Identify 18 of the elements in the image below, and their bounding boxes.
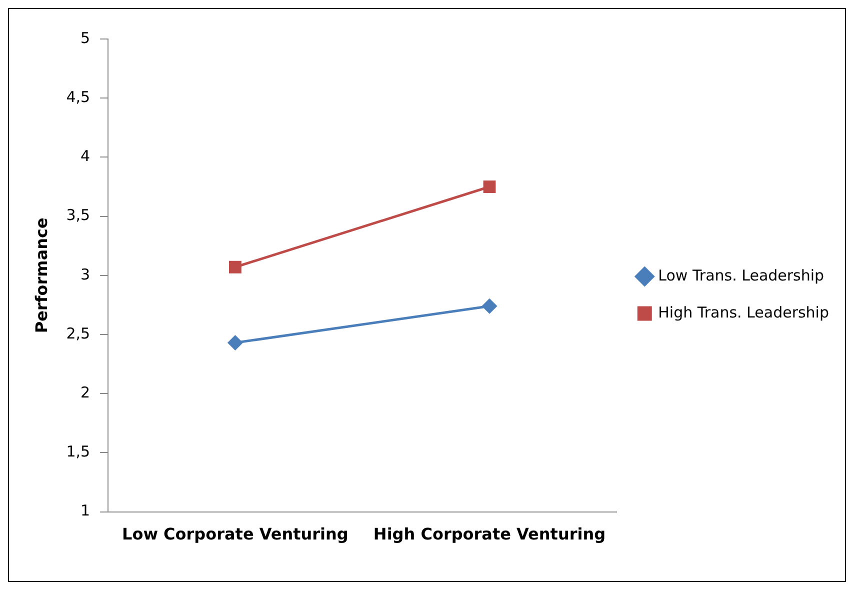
point <box>228 336 242 350</box>
y-tick-label: 4,5 <box>66 88 90 106</box>
legend-label: High Trans. Leadership <box>658 303 829 322</box>
y-tick-label: 5 <box>80 28 90 47</box>
point <box>483 180 496 193</box>
y-tick-label: 2 <box>80 383 90 402</box>
y-tick-label: 4 <box>80 147 90 166</box>
y-axis-title: Performance <box>32 218 51 334</box>
x-tick-label: High Corporate Venturing <box>373 524 606 544</box>
point <box>229 260 242 274</box>
y-tick-label: 1 <box>80 502 90 520</box>
x-tick-label: Low Corporate Venturing <box>122 524 348 544</box>
y-tick-label: 3,5 <box>66 206 90 224</box>
legend-label: Low Trans. Leadership <box>658 266 824 284</box>
y-tick-label: 3 <box>80 265 90 284</box>
y-tick-label: 1,5 <box>66 442 90 461</box>
y-tick-label: 2,5 <box>66 324 90 342</box>
point <box>482 298 497 314</box>
